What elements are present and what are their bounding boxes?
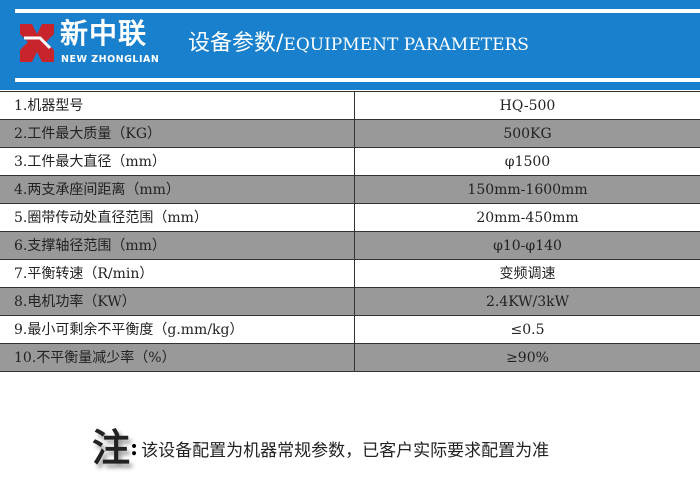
- table-row: 8.电机功率（KW） 2.4KW/3kW: [0, 287, 700, 316]
- brand-logo-icon: [20, 24, 54, 62]
- param-label: 5.圈带传动处直径范围（mm）: [0, 203, 355, 232]
- table-row: 1.机器型号 HQ-500: [0, 91, 700, 120]
- parameters-table: 1.机器型号 HQ-500 2.工件最大质量（KG） 500KG 3.工件最大直径（mm…: [0, 91, 700, 372]
- param-label: 3.工件最大直径（mm）: [0, 147, 355, 176]
- param-label: 2.工件最大质量（KG）: [0, 119, 355, 148]
- table-row: 10.不平衡量减少率（%） ≥90%: [0, 343, 700, 372]
- param-value: 20mm-450mm: [354, 203, 700, 232]
- table-row: 3.工件最大直径（mm） φ1500: [0, 147, 700, 176]
- page-title: 设备参数/EQUIPMENT PARAMETERS: [188, 30, 529, 59]
- note-mark: 注: [92, 425, 131, 470]
- divider: [15, 78, 700, 82]
- brand-name: 新中联: [60, 17, 148, 50]
- title-cn: 设备参数/: [188, 31, 284, 56]
- param-label: 9.最小可剩余不平衡度（g.mm/kg）: [0, 315, 355, 344]
- param-value: φ1500: [354, 147, 700, 176]
- param-label: 6.支撑轴径范围（mm）: [0, 231, 355, 260]
- table-row: 7.平衡转速（R/min） 变频调速: [0, 259, 700, 288]
- footnote: 注 : 该设备配置为机器常规参数，已客户实际要求配置为准: [92, 425, 549, 471]
- note-text: 该设备配置为机器常规参数，已客户实际要求配置为准: [141, 440, 550, 461]
- param-value: φ10-φ140: [354, 231, 700, 260]
- param-value: ≥90%: [354, 343, 700, 372]
- divider: [15, 9, 700, 13]
- param-value: 500KG: [354, 119, 700, 148]
- param-value: 2.4KW/3kW: [354, 287, 700, 316]
- table-row: 9.最小可剩余不平衡度（g.mm/kg） ≤0.5: [0, 315, 700, 344]
- param-label: 1.机器型号: [0, 91, 355, 120]
- table-row: 2.工件最大质量（KG） 500KG: [0, 119, 700, 148]
- table-row: 5.圈带传动处直径范围（mm） 20mm-450mm: [0, 203, 700, 232]
- table-row: 4.两支承座间距离（mm） 150mm-1600mm: [0, 175, 700, 204]
- param-label: 7.平衡转速（R/min）: [0, 259, 355, 288]
- param-label: 8.电机功率（KW）: [0, 287, 355, 316]
- note-colon: :: [130, 435, 139, 461]
- brand-name-en: NEW ZHONGLIAN: [61, 54, 160, 65]
- table-row: 6.支撑轴径范围（mm） φ10-φ140: [0, 231, 700, 260]
- param-label: 4.两支承座间距离（mm）: [0, 175, 355, 204]
- header-banner: 新中联 NEW ZHONGLIAN 设备参数/EQUIPMENT PARAMET…: [0, 0, 700, 90]
- title-en: EQUIPMENT PARAMETERS: [283, 35, 529, 55]
- param-value: 150mm-1600mm: [354, 175, 700, 204]
- param-value: 变频调速: [354, 259, 700, 288]
- param-value: ≤0.5: [354, 315, 700, 344]
- param-value: HQ-500: [354, 91, 700, 120]
- param-label: 10.不平衡量减少率（%）: [0, 343, 355, 372]
